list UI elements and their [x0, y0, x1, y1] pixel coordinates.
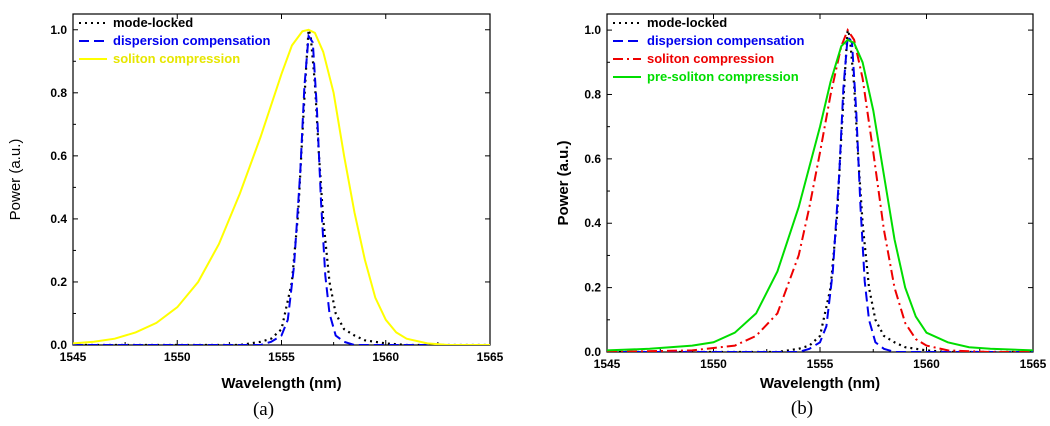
- legend-label: dispersion compensation: [113, 33, 271, 48]
- y-tick-label: 0.0: [584, 345, 601, 359]
- y-tick-label: 0.2: [50, 275, 67, 289]
- series-line-0: [73, 29, 490, 345]
- panel-caption: (b): [791, 398, 813, 419]
- x-tick-label: 1565: [1020, 357, 1047, 371]
- x-tick-label: 1565: [477, 350, 504, 364]
- x-tick-label: 1560: [913, 357, 940, 371]
- legend-label: pre-soliton compression: [647, 69, 799, 84]
- x-tick-label: 1545: [594, 357, 621, 371]
- y-tick-label: 0.6: [50, 149, 67, 163]
- legend-label: soliton compression: [647, 51, 774, 66]
- y-tick-label: 1.0: [584, 23, 601, 37]
- x-tick-label: 1550: [164, 350, 191, 364]
- series-line-0: [607, 29, 1033, 352]
- legend-label: dispersion compensation: [647, 33, 805, 48]
- x-tick-label: 1550: [700, 357, 727, 371]
- y-tick-label: 0.2: [584, 281, 601, 295]
- legend-label: mode-locked: [113, 15, 193, 30]
- series-line-2: [73, 28, 490, 345]
- y-tick-label: 0.8: [584, 87, 601, 101]
- x-tick-label: 1555: [807, 357, 834, 371]
- y-tick-label: 1.0: [50, 23, 67, 37]
- x-tick-label: 1560: [372, 350, 399, 364]
- y-tick-label: 0.4: [584, 216, 601, 230]
- panel-a: 1545 1550 1555 1560 1565 0.0 0.2 0.4 0.6 0.8 1.0 Wa…: [7, 13, 504, 420]
- x-tick-label: 1555: [268, 350, 295, 364]
- series-line-1: [607, 33, 1033, 352]
- y-tick-label: 0.4: [50, 212, 67, 226]
- series-line-3: [607, 38, 1033, 352]
- panel-b: 1545 1550 1555 1560 1565 0.0 0.2 0.4 0.6 0.8 1.0 Wa…: [555, 13, 1047, 419]
- legend-label: soliton compression: [113, 51, 240, 66]
- panel-caption: (a): [253, 399, 274, 420]
- y-tick-label: 0.6: [584, 152, 601, 166]
- x-axis-label: Wavelength (nm): [221, 375, 341, 392]
- series-line-1: [73, 33, 490, 345]
- y-axis-label: Power (a.u.): [555, 140, 572, 225]
- y-tick-label: 0.8: [50, 86, 67, 100]
- y-axis-label: Power (a.u.): [7, 139, 24, 221]
- x-tick-label: 1545: [60, 350, 87, 364]
- y-tick-label: 0.0: [50, 338, 67, 352]
- legend-label: mode-locked: [647, 15, 727, 30]
- series-line-2: [607, 27, 1033, 352]
- x-axis-label: Wavelength (nm): [760, 375, 880, 392]
